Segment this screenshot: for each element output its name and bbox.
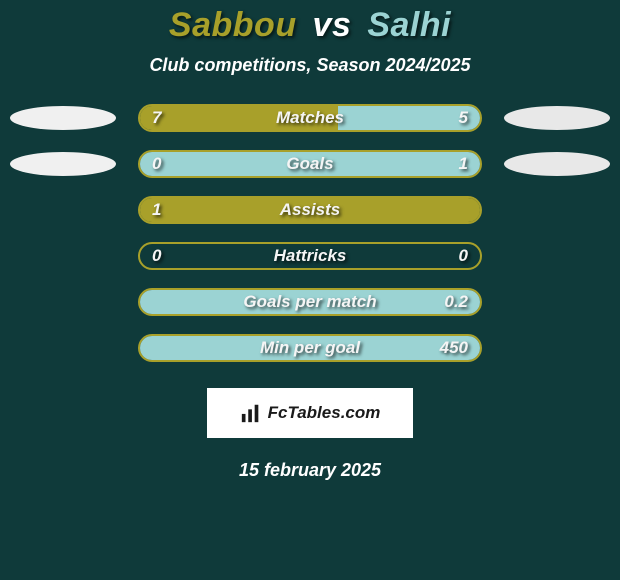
stat-fill-right [140,152,480,176]
stat-row: Goals per match0.2 [0,288,620,316]
stat-bar: Goals01 [138,150,482,178]
brand-text: FcTables.com [268,403,381,423]
bars-icon [240,402,262,424]
stat-fill-left [140,106,338,130]
title-player-right: Salhi [367,6,451,44]
date-line: 15 february 2025 [239,460,381,481]
stat-bar: Hattricks0 0 [138,242,482,270]
team-badge-right [504,106,610,130]
team-badge-right [504,152,610,176]
stat-bar: Assists1 [138,196,482,224]
stat-row: Hattricks0 0 [0,242,620,270]
stat-bar: Min per goal450 [138,334,482,362]
stat-fill-left [140,198,480,222]
stat-row: Min per goal450 [0,334,620,362]
stat-label: Hattricks [140,244,480,268]
stat-rows: Matches75 Goals01 Assists1 Hattricks0 0 Goals… [0,104,620,362]
stat-value-left: 0 [152,244,161,268]
stat-bar: Goals per match0.2 [138,288,482,316]
page-title: Sabbou vs Salhi [169,6,451,45]
stat-fill-right [140,336,480,360]
stat-row: Matches75 [0,104,620,132]
comparison-infographic: Sabbou vs Salhi Club competitions, Seaso… [0,0,620,580]
brand-badge: FcTables.com [207,388,413,438]
title-player-left: Sabbou [169,6,297,44]
subtitle: Club competitions, Season 2024/2025 [149,55,470,76]
stat-value-right: 0 [459,244,468,268]
stat-row: Assists1 [0,196,620,224]
team-badge-left [10,152,116,176]
stat-bar: Matches75 [138,104,482,132]
stat-fill-right [140,290,480,314]
stat-row: Goals01 [0,150,620,178]
stat-fill-right [338,106,480,130]
title-vs: vs [313,6,352,44]
team-badge-left [10,106,116,130]
